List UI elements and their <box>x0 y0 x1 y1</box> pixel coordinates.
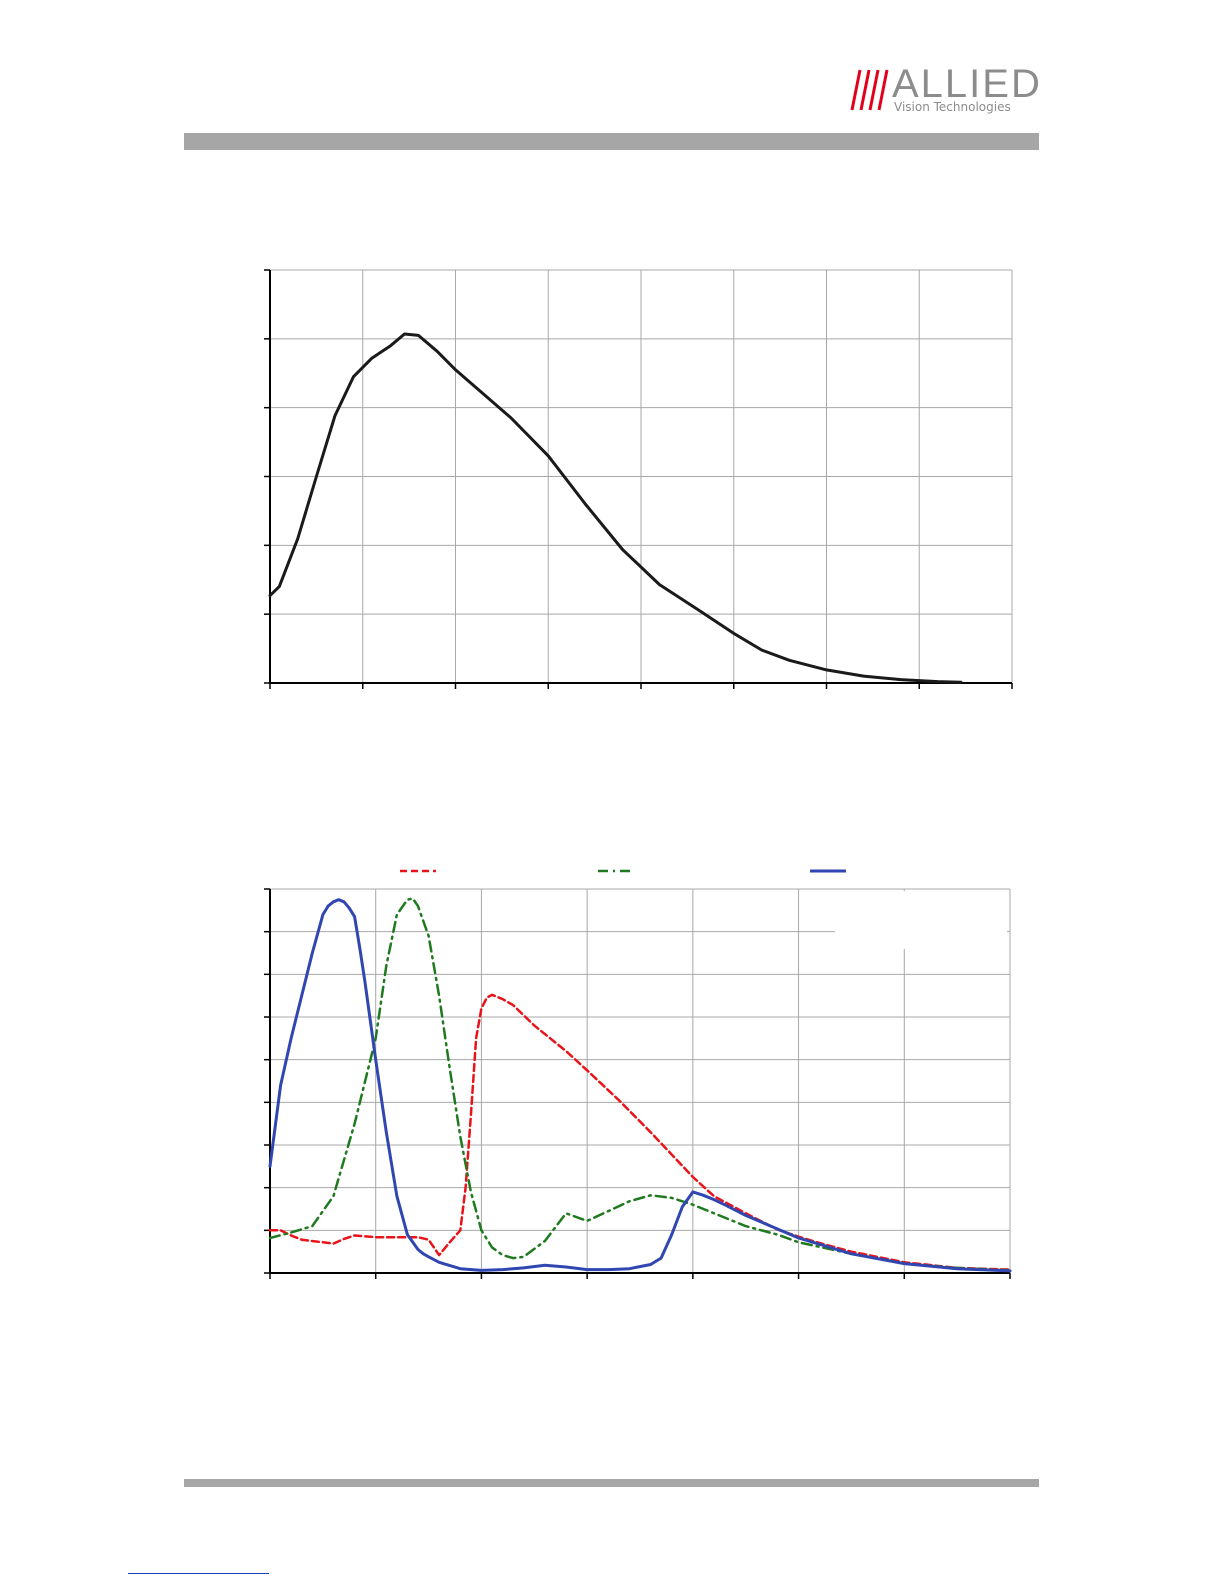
company-logo: ALLIED Vision Technologies <box>850 62 1040 118</box>
legend-mask <box>835 891 1007 949</box>
legend-mask <box>922 272 1010 332</box>
header-bar <box>184 133 1039 150</box>
logo-slashes-icon <box>850 69 889 111</box>
series-line-2 <box>268 897 1012 1272</box>
logo-word: ALLIED <box>892 62 1042 106</box>
series-line-1 <box>268 993 1012 1271</box>
chart-2-color-response <box>264 869 1012 1279</box>
footer-bar <box>184 1479 1039 1487</box>
series-line-3 <box>268 898 1012 1273</box>
chart-1-monochrome-response <box>264 269 1013 689</box>
logo-subtitle: Vision Technologies <box>894 100 1011 114</box>
series-line-1 <box>268 332 963 684</box>
footer-link-underline[interactable] <box>128 1573 269 1574</box>
